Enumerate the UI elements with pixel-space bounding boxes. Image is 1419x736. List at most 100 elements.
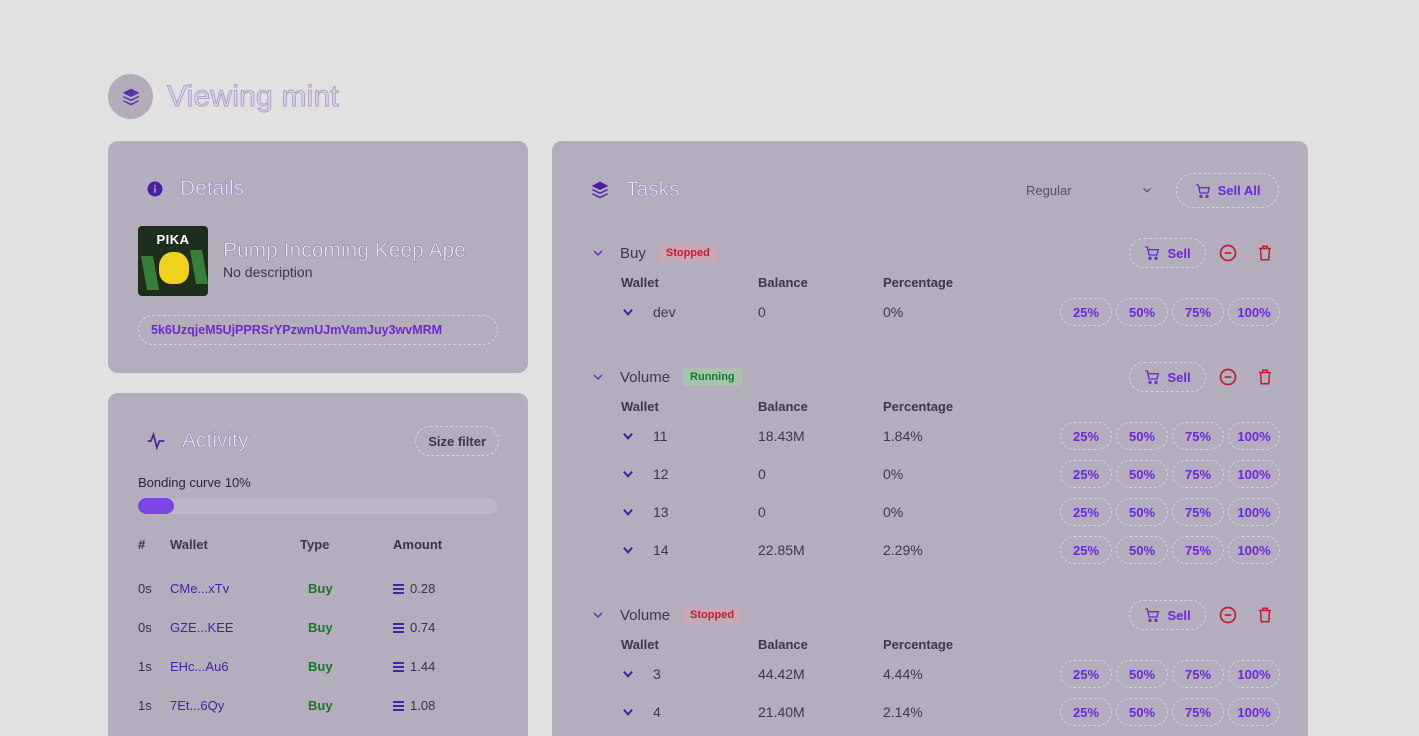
trash-icon[interactable] <box>1249 362 1280 392</box>
percent-sell-button[interactable]: 25% <box>1060 698 1112 726</box>
percent-sell-button[interactable]: 100% <box>1228 536 1280 564</box>
wallet-table-header: Wallet Balance Percentage <box>590 633 1280 655</box>
wallet-name: 3 <box>653 666 661 682</box>
percent-sell-button[interactable]: 100% <box>1228 698 1280 726</box>
bonding-curve-label: Bonding curve 10% <box>138 475 251 490</box>
trash-icon[interactable] <box>1249 600 1280 630</box>
column-header: Amount <box>393 536 443 552</box>
mint-address-pill[interactable]: 5k6UzqjeM5UjPPRSrYPzwnUJmVamJuy3wvMRM <box>138 315 498 345</box>
wallet-percentage: 0% <box>883 504 904 520</box>
chevron-down-icon[interactable] <box>621 429 635 443</box>
wallet-name: 4 <box>653 704 661 720</box>
sell-all-button[interactable]: Sell All <box>1176 173 1279 208</box>
stop-icon[interactable] <box>1212 600 1243 630</box>
percent-sell-button[interactable]: 50% <box>1116 498 1168 526</box>
percent-sell-button[interactable]: 100% <box>1228 660 1280 688</box>
wallet-table-header: Wallet Balance Percentage <box>590 395 1280 417</box>
percent-sell-button[interactable]: 100% <box>1228 298 1280 326</box>
chevron-down-icon <box>1140 183 1154 197</box>
stop-icon[interactable] <box>1212 238 1243 268</box>
sell-button[interactable]: Sell <box>1129 600 1206 630</box>
chevron-down-icon[interactable] <box>621 505 635 519</box>
percent-sell-buttons: 25% 50% 75% 100% <box>1060 422 1280 450</box>
task-group-actions: Sell <box>1129 600 1280 630</box>
percent-sell-button[interactable]: 100% <box>1228 422 1280 450</box>
task-group: Buy Stopped Sell Wallet Balance Percentage dev… <box>590 238 1280 331</box>
activity-wallet[interactable]: CMe...xTv <box>170 581 230 596</box>
percent-sell-button[interactable]: 75% <box>1172 298 1224 326</box>
percent-sell-button[interactable]: 75% <box>1172 498 1224 526</box>
page-header: Viewing mint <box>108 74 339 119</box>
percent-sell-buttons: 25% 50% 75% 100% <box>1060 298 1280 326</box>
task-group-header: Volume Stopped Sell <box>590 600 1280 630</box>
percent-sell-button[interactable]: 25% <box>1060 422 1112 450</box>
activity-wallet[interactable]: GZE...KEE <box>170 620 234 635</box>
percent-sell-buttons: 25% 50% 75% 100% <box>1060 536 1280 564</box>
bonding-curve-bar <box>138 498 497 514</box>
percent-sell-button[interactable]: 75% <box>1172 460 1224 488</box>
percent-sell-button[interactable]: 75% <box>1172 536 1224 564</box>
wallet-percentage: 0% <box>883 466 904 482</box>
activity-row[interactable]: 0s GZE...KEE Buy 0.74 <box>138 608 478 647</box>
task-group-name: Buy <box>620 244 646 262</box>
task-group: Volume Running Sell Wallet Balance Percentage… <box>590 362 1280 569</box>
activity-row[interactable]: 1s EHc...Au6 Buy 1.44 <box>138 647 478 686</box>
chevron-down-icon[interactable] <box>621 705 635 719</box>
sell-button[interactable]: Sell <box>1129 362 1206 392</box>
activity-wallet[interactable]: EHc...Au6 <box>170 659 229 674</box>
percent-sell-button[interactable]: 75% <box>1172 422 1224 450</box>
percent-sell-button[interactable]: 100% <box>1228 460 1280 488</box>
percent-sell-button[interactable]: 50% <box>1116 660 1168 688</box>
chevron-down-icon[interactable] <box>590 607 606 623</box>
wallet-percentage: 2.14% <box>883 704 923 720</box>
sell-label: Sell <box>1167 245 1191 261</box>
activity-wallet[interactable]: 7Et...6Qy <box>170 698 225 713</box>
chevron-down-icon[interactable] <box>621 305 635 319</box>
sell-button[interactable]: Sell <box>1129 238 1206 268</box>
percent-sell-button[interactable]: 25% <box>1060 660 1112 688</box>
mode-select[interactable]: Regular <box>1016 174 1164 206</box>
sell-all-label: Sell All <box>1217 183 1261 198</box>
percent-sell-button[interactable]: 50% <box>1116 698 1168 726</box>
percent-sell-button[interactable]: 25% <box>1060 298 1112 326</box>
sell-label: Sell <box>1167 607 1191 623</box>
percent-sell-button[interactable]: 25% <box>1060 460 1112 488</box>
percent-sell-button[interactable]: 100% <box>1228 498 1280 526</box>
percent-sell-button[interactable]: 75% <box>1172 660 1224 688</box>
percent-sell-button[interactable]: 50% <box>1116 422 1168 450</box>
task-group-header: Buy Stopped Sell <box>590 238 1280 268</box>
percent-sell-button[interactable]: 75% <box>1172 698 1224 726</box>
wallet-cell: 3 <box>621 666 758 682</box>
percent-sell-button[interactable]: 50% <box>1116 536 1168 564</box>
percent-sell-button[interactable]: 50% <box>1116 460 1168 488</box>
activity-row[interactable]: 1s5s9...dJ3Sell0.50 <box>138 725 478 736</box>
status-badge: Stopped <box>657 244 718 262</box>
activity-type-cell: Buy <box>300 657 393 676</box>
chevron-down-icon[interactable] <box>590 245 606 261</box>
wallet-percentage: 0% <box>883 304 904 320</box>
token-image-text: PIKA <box>156 232 190 247</box>
percent-sell-button[interactable]: 25% <box>1060 498 1112 526</box>
stop-icon[interactable] <box>1212 362 1243 392</box>
chevron-down-icon[interactable] <box>590 369 606 385</box>
mode-select-value: Regular <box>1026 182 1072 198</box>
column-header: Wallet <box>621 274 659 290</box>
activity-row[interactable]: 0s CMe...xTv Buy 0.28 <box>138 569 478 608</box>
wallet-row: 14 22.85M 2.29% 25% 50% 75% 100% <box>590 531 1280 569</box>
activity-row[interactable]: 1s 7Et...6Qy Buy 1.08 <box>138 686 478 725</box>
trash-icon[interactable] <box>1249 238 1280 268</box>
task-group-name: Volume <box>620 368 671 386</box>
wallet-name: dev <box>653 304 676 320</box>
chevron-down-icon[interactable] <box>621 543 635 557</box>
percent-sell-button[interactable]: 50% <box>1116 298 1168 326</box>
chevron-down-icon[interactable] <box>621 667 635 681</box>
activity-amount: 0.28 <box>410 581 436 596</box>
size-filter-button[interactable]: Size filter <box>415 426 499 456</box>
percent-sell-button[interactable]: 25% <box>1060 536 1112 564</box>
percent-sell-buttons: 25% 50% 75% 100% <box>1060 498 1280 526</box>
activity-amount-cell: 1.44 <box>393 659 478 674</box>
trade-type-badge: Buy <box>308 581 333 596</box>
activity-type-cell: Buy <box>300 696 393 715</box>
column-header: Balance <box>758 636 808 652</box>
chevron-down-icon[interactable] <box>621 467 635 481</box>
